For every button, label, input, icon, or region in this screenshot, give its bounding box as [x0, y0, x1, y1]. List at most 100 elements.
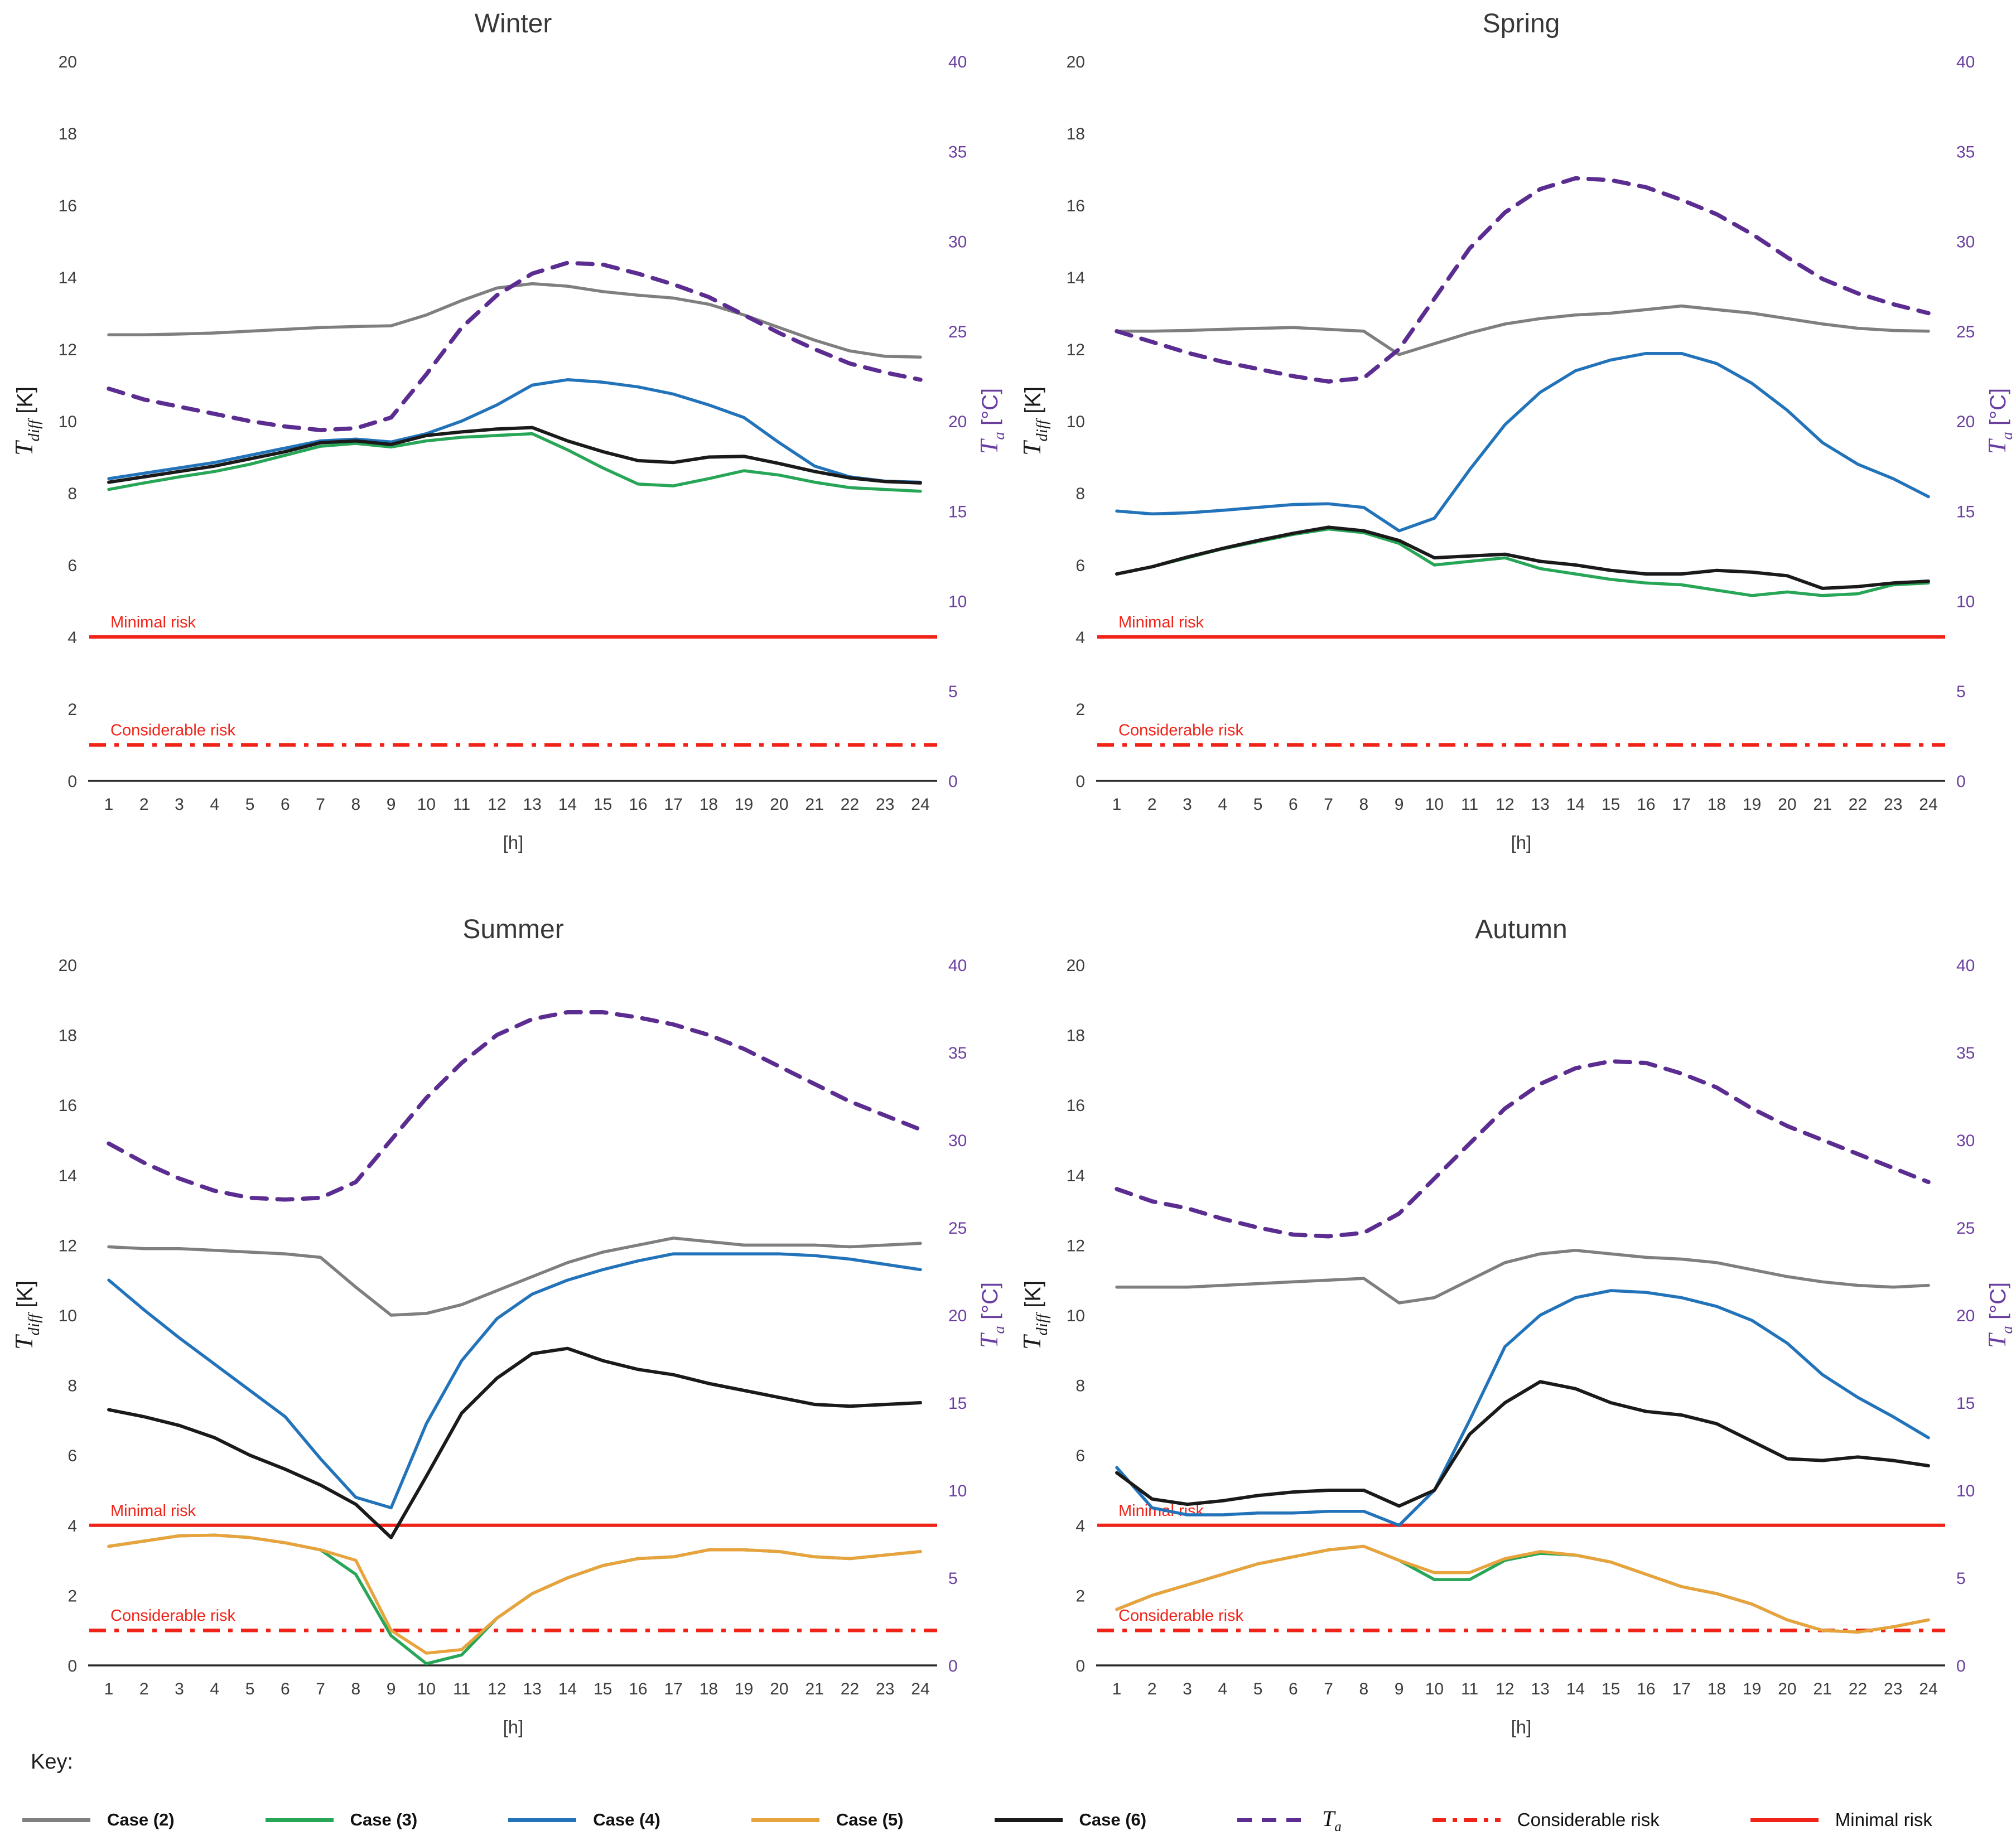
x-axis-tick: 1	[104, 795, 114, 814]
x-axis-tick: 6	[1289, 795, 1298, 814]
panel-title: Winter	[475, 9, 552, 38]
left-axis-tick: 12	[59, 341, 77, 359]
x-axis-tick: 18	[1708, 795, 1726, 814]
series-case-6	[1115, 1380, 1930, 1508]
right-axis-tick: 15	[948, 503, 967, 521]
legend-key-label: Key:	[31, 1750, 74, 1774]
right-axis-tick: 35	[1956, 1044, 1975, 1062]
right-axis-tick: 0	[1956, 772, 1966, 791]
chart-winter: Winter0246810121416182005101520253035401…	[9, 9, 1008, 853]
x-axis-tick: 23	[1884, 795, 1902, 814]
x-axis-tick: 11	[1461, 1680, 1478, 1698]
considerable-risk-label: Considerable risk	[1118, 722, 1244, 740]
right-axis-tick: 5	[948, 1569, 958, 1588]
left-axis-tick: 18	[59, 1027, 77, 1045]
x-axis-tick: 20	[770, 1680, 788, 1698]
left-axis-tick: 8	[1075, 485, 1085, 503]
right-axis-title: Ta [°C]	[1983, 388, 2016, 454]
right-axis-tick: 35	[948, 1044, 967, 1062]
right-axis-tick: 30	[1956, 1132, 1975, 1150]
x-axis-tick: 10	[1425, 1680, 1444, 1698]
left-axis-tick: 10	[59, 413, 77, 431]
right-axis-tick: 20	[1956, 413, 1975, 431]
right-axis-tick: 25	[1956, 323, 1975, 341]
legend-item-case-4: Case (4)	[508, 1810, 660, 1830]
legend-swatch	[751, 1818, 819, 1822]
left-axis-title: Tdiff [K]	[9, 387, 43, 456]
left-axis-tick: 14	[1067, 269, 1085, 287]
x-axis-tick: 3	[1183, 795, 1192, 814]
legend-label: Case (3)	[350, 1810, 418, 1829]
chart-autumn: Autumn0246810121416182005101520253035401…	[1017, 915, 2016, 1737]
x-axis-tick: 23	[1884, 1680, 1902, 1698]
series-case-2	[1115, 1249, 1930, 1305]
x-axis-tick: 3	[175, 795, 184, 814]
left-axis-tick: 6	[1075, 557, 1085, 575]
right-axis-tick: 40	[948, 957, 967, 975]
series-case-4	[107, 378, 922, 484]
x-axis-tick: 14	[558, 1680, 577, 1698]
right-axis-title: Ta [°C]	[975, 388, 1008, 454]
right-axis-tick: 10	[948, 593, 967, 611]
x-axis-tick: 1	[104, 1680, 114, 1698]
x-axis-label: [h]	[1511, 1717, 1532, 1737]
left-axis-tick: 12	[59, 1237, 77, 1255]
left-axis-tick: 16	[59, 197, 77, 215]
x-axis-tick: 10	[417, 795, 436, 814]
legend: Case (2) Case (3) Case (4) Case (5) Case (6)…	[22, 1795, 1932, 1845]
x-axis-tick: 16	[1637, 795, 1655, 814]
legend-swatch	[22, 1818, 90, 1822]
right-axis-tick: 25	[948, 323, 967, 341]
left-axis-tick: 18	[1067, 1027, 1085, 1045]
x-axis-tick: 16	[629, 1680, 647, 1698]
x-axis-tick: 7	[1324, 1680, 1333, 1698]
left-axis-tick: 2	[1075, 701, 1085, 719]
series-ta	[107, 260, 923, 432]
x-axis-tick: 24	[911, 1680, 929, 1698]
left-axis-tick: 2	[1075, 1587, 1085, 1605]
x-axis-tick: 11	[453, 795, 470, 814]
legend-swatch	[1750, 1818, 1819, 1822]
series-case-6	[1115, 525, 1930, 590]
right-axis-tick: 15	[1956, 503, 1975, 521]
x-axis-tick: 3	[175, 1680, 184, 1698]
right-axis-tick: 15	[1956, 1394, 1975, 1413]
left-axis-tick: 16	[1067, 197, 1085, 215]
x-axis-tick: 9	[1395, 1680, 1404, 1698]
considerable-risk-label: Considerable risk	[110, 722, 236, 740]
x-axis-tick: 23	[876, 795, 894, 814]
x-axis-tick: 18	[700, 795, 718, 814]
x-axis-tick: 14	[1566, 795, 1585, 814]
legend-label: Case (2)	[107, 1810, 175, 1829]
left-axis-tick: 8	[67, 1377, 77, 1395]
x-axis-tick: 1	[1112, 795, 1122, 814]
x-axis-tick: 7	[1324, 795, 1333, 814]
right-axis-tick: 40	[1956, 53, 1975, 71]
left-axis-tick: 20	[59, 53, 77, 71]
right-axis-tick: 10	[1956, 1482, 1975, 1500]
left-axis-tick: 18	[59, 125, 77, 143]
x-axis-tick: 7	[316, 1680, 325, 1698]
x-axis-tick: 24	[911, 795, 929, 814]
right-axis-tick: 0	[948, 772, 958, 791]
legend-swatch	[1432, 1818, 1501, 1822]
left-axis-tick: 16	[59, 1097, 77, 1115]
right-axis-tick: 20	[948, 413, 967, 431]
x-axis-label: [h]	[1511, 832, 1532, 853]
x-axis-tick: 21	[806, 795, 824, 814]
series-case-3	[107, 432, 922, 493]
left-axis-tick: 16	[1067, 1097, 1085, 1115]
x-axis-tick: 10	[1425, 795, 1444, 814]
chart-panel-autumn: Autumn 0 2 4 6 8 10 12 14 16 18 20 0 5 10 15 20 25 30 35 40 1…	[1008, 870, 2016, 1788]
left-axis-tick: 0	[67, 772, 77, 791]
x-axis-tick: 22	[841, 795, 859, 814]
x-axis-tick: 8	[1359, 1680, 1368, 1698]
x-axis-tick: 21	[806, 1680, 824, 1698]
x-axis-tick: 14	[558, 795, 577, 814]
chart-panel-spring: Spring 0 2 4 6 8 10 12 14 16 18 20 0 5 10 15 20 25 30 35 40 1…	[1008, 0, 2016, 873]
x-axis-tick: 18	[700, 1680, 718, 1698]
x-axis-tick: 12	[488, 795, 506, 814]
right-axis-tick: 30	[1956, 233, 1975, 252]
x-axis-tick: 19	[735, 795, 753, 814]
